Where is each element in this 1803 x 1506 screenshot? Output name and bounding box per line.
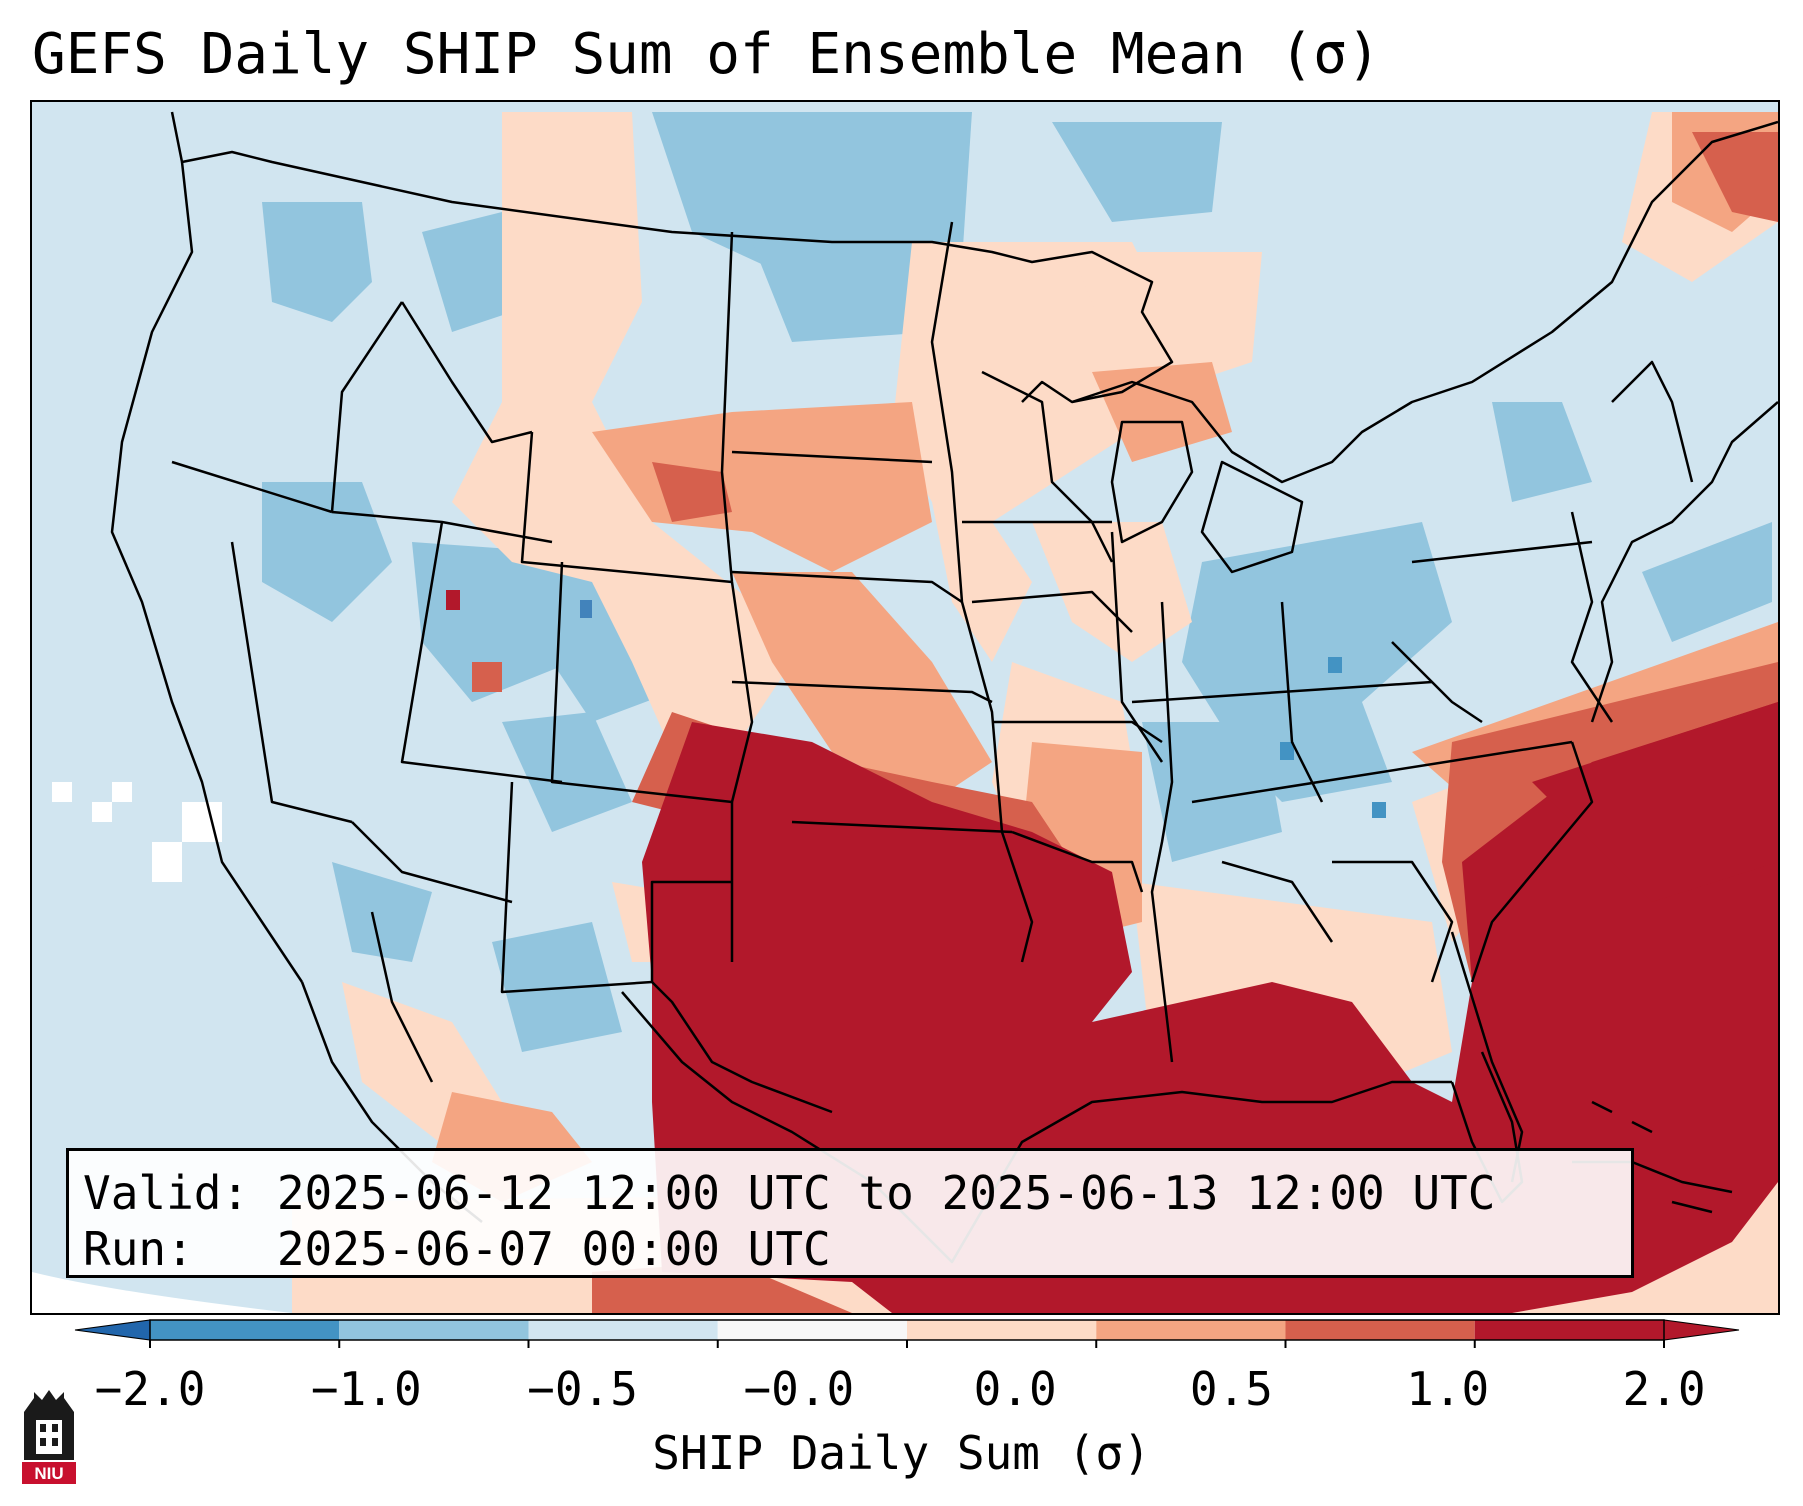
colorbar-bin bbox=[1285, 1320, 1475, 1340]
colorbar-label: SHIP Daily Sum (σ) bbox=[652, 1426, 1151, 1480]
map-title: GEFS Daily SHIP Sum of Ensemble Mean (σ) bbox=[32, 22, 1381, 87]
niu-logo: NIU bbox=[22, 1390, 76, 1484]
colorbar-bin bbox=[150, 1320, 340, 1340]
colorbar-tick-label: −2.0 bbox=[94, 1362, 206, 1416]
colorbar-bin bbox=[1474, 1320, 1664, 1340]
map-panel bbox=[30, 100, 1780, 1315]
valid-run-info: Valid: 2025-06-12 12:00 UTC to 2025-06-1… bbox=[66, 1148, 1634, 1278]
colorbar bbox=[74, 1319, 1740, 1348]
colorbar-under-arrow bbox=[74, 1319, 151, 1341]
colorbar-over-arrow bbox=[1663, 1319, 1740, 1341]
colorbar-bin bbox=[907, 1320, 1097, 1340]
colorbar-tick-label: 0.0 bbox=[973, 1362, 1057, 1416]
valid-time: Valid: 2025-06-12 12:00 UTC to 2025-06-1… bbox=[83, 1166, 1496, 1220]
colorbar-tick-label: −1.0 bbox=[310, 1362, 422, 1416]
colorbar-tick-label: −0.0 bbox=[743, 1362, 855, 1416]
field-isolated-cells bbox=[52, 590, 1386, 882]
colorbar-bin bbox=[528, 1320, 718, 1340]
colorbar-tick-label: 1.0 bbox=[1406, 1362, 1490, 1416]
field-weak-negative bbox=[262, 112, 1772, 1252]
run-time: Run: 2025-06-07 00:00 UTC bbox=[83, 1222, 831, 1276]
niu-logo-text: NIU bbox=[34, 1464, 63, 1483]
colorbar-bin bbox=[1096, 1320, 1286, 1340]
ship-map bbox=[32, 102, 1778, 1313]
colorbar-bin bbox=[717, 1320, 907, 1340]
colorbar-tick-label: −0.5 bbox=[527, 1362, 638, 1416]
colorbar-tick-label: 0.5 bbox=[1189, 1362, 1273, 1416]
colorbar-tick-label: 2.0 bbox=[1622, 1362, 1706, 1416]
political-boundaries bbox=[110, 111, 1778, 1264]
colorbar-bin bbox=[339, 1320, 529, 1340]
